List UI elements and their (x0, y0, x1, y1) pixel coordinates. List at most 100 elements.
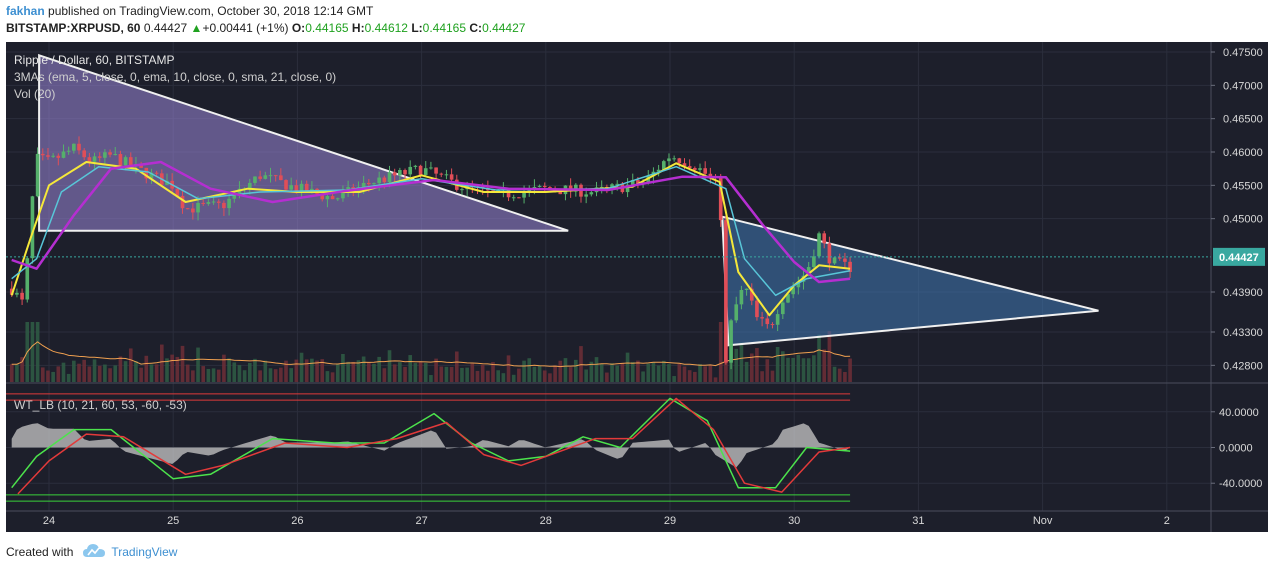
volume-bar (247, 362, 252, 382)
candle-body (744, 288, 749, 291)
time-tick-label: 31 (912, 515, 924, 527)
candle-body (185, 208, 190, 210)
volume-bar (848, 358, 852, 382)
volume-bar (465, 367, 469, 382)
volume-bar (97, 365, 102, 382)
volume-bar (584, 369, 588, 382)
time-tick-label: 24 (43, 515, 55, 527)
volume-bar (749, 353, 754, 382)
volume-bar (656, 365, 661, 382)
volume-bar (398, 362, 402, 382)
candle-body (832, 257, 837, 264)
candle-body (734, 304, 739, 321)
volume-bar (113, 365, 118, 382)
author-link[interactable]: fakhan (6, 4, 45, 18)
volume-bar (392, 364, 397, 382)
volume-bar (356, 360, 361, 382)
volume-bar (496, 370, 501, 382)
volume-bar (128, 348, 133, 382)
chart-header: fakhan published on TradingView.com, Oct… (6, 3, 1266, 41)
candle-body (739, 290, 744, 305)
candle-body (382, 177, 387, 183)
footer: Created with TradingView (6, 541, 177, 563)
volume-bar (610, 363, 614, 382)
candle-body (247, 182, 252, 189)
candle-body (667, 158, 671, 162)
volume-bar (817, 334, 821, 382)
volume-bar (222, 354, 226, 382)
candle-body (330, 196, 335, 200)
volume-bar (418, 361, 423, 382)
volume-bar (211, 368, 216, 382)
volume-bar (651, 361, 656, 382)
created-with-text: Created with (6, 545, 74, 559)
volume-bar (827, 331, 832, 382)
legend-mas: 3MAs (ema, 5, close, 0, ema, 10, close, … (14, 70, 336, 84)
candle-body (82, 150, 87, 158)
wt-histogram (11, 423, 851, 468)
candle-body (123, 157, 128, 166)
volume-bar (568, 367, 573, 382)
candle-body (56, 155, 61, 158)
volume-bar (837, 368, 842, 382)
volume-bar (718, 322, 723, 382)
candle-body (460, 189, 464, 191)
volume-bar (304, 359, 309, 382)
candle-body (661, 161, 666, 170)
price-tick-label: 0.47500 (1223, 47, 1263, 59)
candle-body (817, 233, 821, 257)
candle-body (201, 202, 206, 204)
volume-bar (832, 366, 837, 382)
volume-bar (51, 371, 55, 382)
candle-body (542, 185, 547, 188)
volume-bar (77, 363, 81, 382)
volume-bar (615, 365, 620, 382)
candle-body (496, 189, 501, 192)
volume-bar (693, 371, 697, 382)
candle-body (760, 317, 764, 319)
volume-bar (387, 350, 392, 382)
volume-bar (273, 369, 278, 382)
candle-body (423, 168, 428, 175)
volume-bar (382, 368, 387, 382)
volume-bar (175, 356, 180, 382)
wt-tick-label: 40.0000 (1219, 407, 1259, 419)
volume-bar (413, 363, 418, 382)
candle-body (227, 198, 231, 209)
volume-bar (367, 362, 371, 382)
candle-body (672, 158, 676, 160)
volume-bar (812, 355, 816, 382)
volume-bar (284, 360, 288, 382)
candle-body (20, 292, 24, 300)
candle-body (268, 175, 273, 177)
candle-body (812, 256, 816, 268)
volume-bar (744, 361, 749, 382)
candle-body (367, 182, 371, 185)
time-tick-label: 29 (664, 515, 676, 527)
candle-body (781, 302, 785, 315)
volume-bar (227, 358, 231, 382)
candle-body (786, 294, 790, 303)
candle-body (258, 176, 262, 179)
volume-bar (806, 358, 811, 382)
volume-bar (299, 352, 304, 382)
publish-line: fakhan published on TradingView.com, Oct… (6, 3, 1266, 20)
price-tick-label: 0.42800 (1223, 360, 1263, 372)
candle-body (724, 220, 728, 363)
volume-bar (9, 364, 14, 382)
candle-body (403, 170, 407, 175)
volume-bar (232, 362, 237, 382)
wt-tick-label: -40.0000 (1219, 478, 1262, 490)
chart-canvas[interactable]: 0.47500 0.47000 0.46500 0.46000 0.45500 0.450… (6, 42, 1268, 532)
volume-bar (542, 370, 547, 382)
volume-bar (108, 368, 112, 382)
volume-bar (279, 367, 283, 382)
volume-bar (154, 364, 159, 382)
tradingview-link[interactable]: TradingView (111, 545, 178, 559)
candle-body (532, 186, 537, 189)
volume-bar (268, 368, 273, 382)
candle-body (72, 143, 76, 151)
candle-body (687, 166, 692, 169)
volume-bar (403, 366, 407, 382)
candle-body (222, 202, 226, 209)
